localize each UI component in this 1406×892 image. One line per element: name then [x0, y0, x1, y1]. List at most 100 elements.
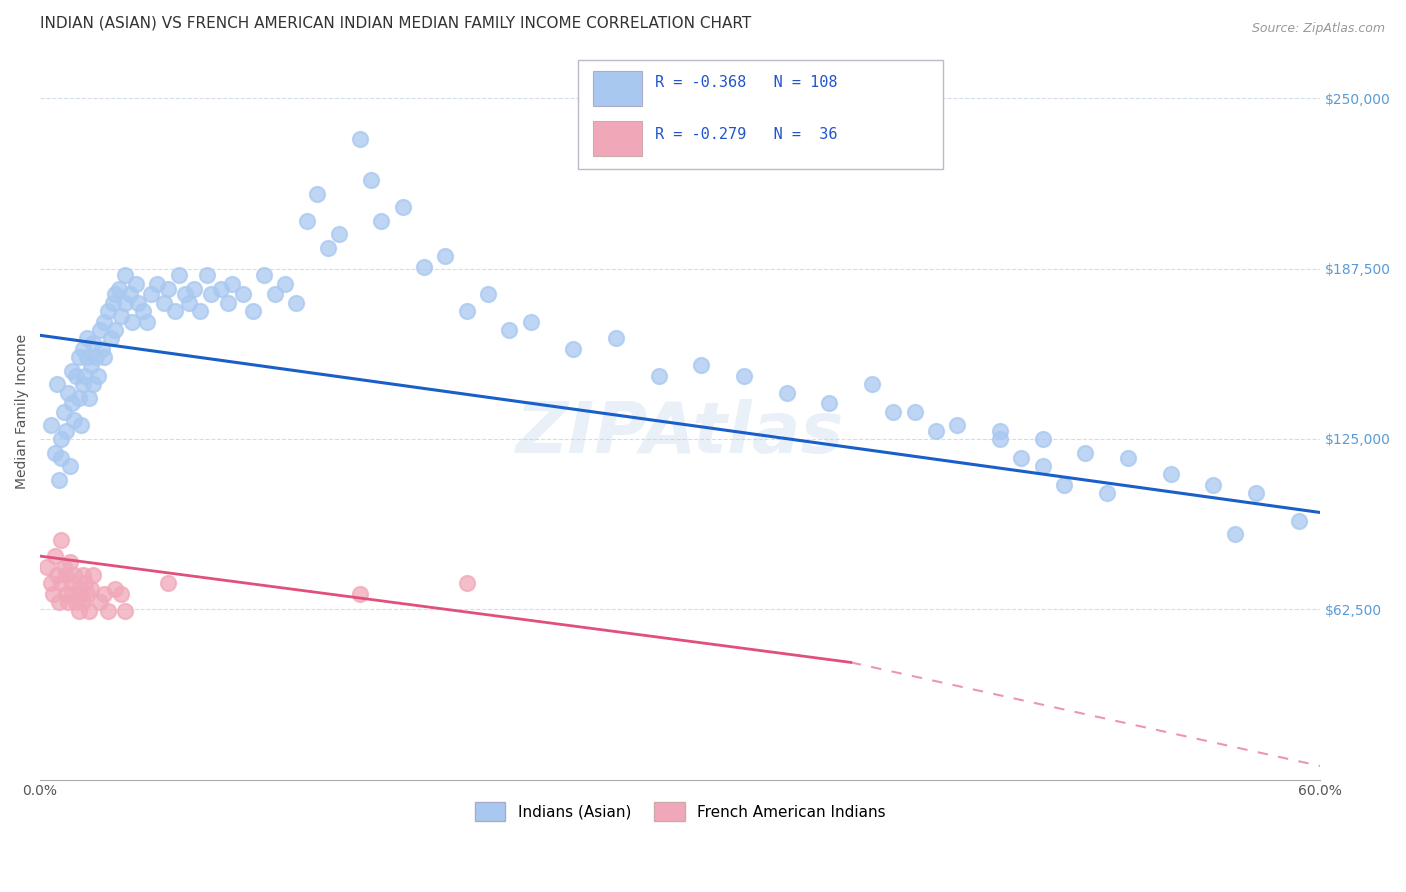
Point [84, 350, 107, 364]
Point [114, 295, 136, 310]
Point [211, 282, 233, 296]
Point [56, 385, 79, 400]
Point [46, 568, 69, 582]
Point [72, 595, 94, 609]
Point [118, 287, 141, 301]
Point [1202, 478, 1225, 492]
Point [307, 186, 329, 201]
FancyBboxPatch shape [593, 121, 641, 156]
Text: Source: ZipAtlas.com: Source: ZipAtlas.com [1251, 22, 1385, 36]
Point [110, 587, 132, 601]
Point [93, 315, 115, 329]
Text: R = -0.279   N =  36: R = -0.279 N = 36 [655, 127, 837, 142]
Point [65, 369, 87, 384]
Point [498, 323, 520, 337]
Point [69, 418, 91, 433]
Point [72, 377, 94, 392]
Point [56, 595, 79, 609]
Point [391, 200, 413, 214]
Point [80, 359, 103, 373]
Point [77, 391, 100, 405]
Text: INDIAN (ASIAN) VS FRENCH AMERICAN INDIAN MEDIAN FAMILY INCOME CORRELATION CHART: INDIAN (ASIAN) VS FRENCH AMERICAN INDIAN… [41, 15, 751, 30]
Point [274, 277, 297, 291]
Point [89, 595, 111, 609]
Point [69, 587, 91, 601]
Point [1053, 478, 1076, 492]
Point [51, 432, 73, 446]
Point [946, 418, 969, 433]
Point [97, 604, 120, 618]
Point [63, 568, 86, 582]
Point [221, 277, 243, 291]
Point [328, 227, 350, 242]
Point [108, 282, 131, 296]
Point [60, 576, 83, 591]
Point [97, 303, 120, 318]
Point [349, 132, 371, 146]
Point [42, 587, 65, 601]
Point [860, 377, 883, 392]
Point [285, 295, 308, 310]
Point [101, 295, 124, 310]
Point [139, 287, 162, 301]
Point [89, 323, 111, 337]
Point [183, 282, 205, 296]
Point [153, 295, 176, 310]
Point [456, 303, 478, 318]
Point [76, 350, 98, 364]
Point [1011, 450, 1033, 465]
Point [988, 432, 1011, 446]
Point [135, 315, 157, 329]
Point [55, 424, 77, 438]
Point [200, 287, 222, 301]
Point [163, 303, 186, 318]
Point [562, 342, 585, 356]
Point [80, 582, 103, 596]
Point [48, 473, 70, 487]
Legend: Indians (Asian), French American Indians: Indians (Asian), French American Indians [468, 797, 891, 827]
Point [733, 369, 755, 384]
Point [988, 424, 1011, 438]
Point [93, 350, 115, 364]
Point [65, 595, 87, 609]
Point [263, 287, 285, 301]
Point [127, 295, 149, 310]
Point [59, 459, 82, 474]
Point [39, 418, 62, 433]
Point [174, 287, 197, 301]
Point [125, 277, 148, 291]
Point [59, 555, 82, 569]
Point [114, 604, 136, 618]
Point [44, 549, 66, 563]
Point [316, 241, 339, 255]
FancyBboxPatch shape [593, 70, 641, 106]
Point [55, 587, 77, 601]
Point [60, 364, 83, 378]
Point [82, 377, 104, 392]
Point [253, 268, 276, 283]
Point [413, 260, 436, 275]
Point [93, 587, 115, 601]
Point [67, 582, 90, 596]
Point [52, 560, 75, 574]
Point [52, 404, 75, 418]
Point [104, 287, 127, 301]
Point [925, 424, 948, 438]
Point [1116, 450, 1139, 465]
Point [179, 295, 201, 310]
Point [195, 268, 218, 283]
Point [73, 369, 96, 384]
Point [39, 576, 62, 591]
Point [157, 282, 180, 296]
Point [60, 396, 83, 410]
Point [72, 568, 94, 582]
Point [121, 315, 143, 329]
Point [44, 445, 66, 459]
Point [1223, 527, 1246, 541]
Point [110, 310, 132, 324]
Point [73, 576, 96, 591]
Point [63, 413, 86, 427]
Point [104, 323, 127, 337]
Point [167, 268, 190, 283]
Point [1032, 432, 1054, 446]
